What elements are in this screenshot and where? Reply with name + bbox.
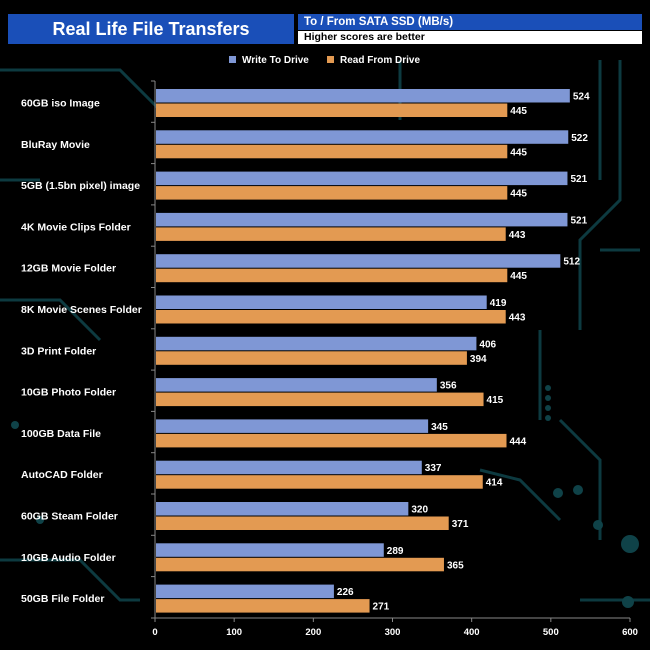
category-label: 60GB Steam Folder [21,511,118,523]
category-label: 12GB Movie Folder [21,263,116,275]
bar-write [156,130,569,144]
bar-write [156,460,422,475]
bar-write-value: 345 [431,422,448,433]
bar-write-value: 524 [573,92,590,103]
bar-read [156,144,508,159]
x-tick-label: 500 [543,627,559,638]
bar-write [156,171,568,186]
category-label: 4K Movie Clips Folder [21,221,131,233]
bar-read-value: 444 [510,436,527,447]
bar-read [156,310,506,324]
bar-write [156,336,477,351]
bar-write-value: 320 [411,505,428,516]
category-label: 8K Movie Scenes Folder [21,304,142,316]
bar-read-value: 445 [510,189,527,200]
bar-read-value: 445 [510,147,527,158]
bar-read [156,516,449,530]
bar-read [156,103,508,117]
bar-read [156,227,506,241]
bar-write [156,212,568,227]
bar-read-value: 445 [510,106,527,117]
bar-write [156,584,334,599]
bar-write-value: 356 [440,381,457,392]
bar-write [156,295,487,309]
title-divider [295,14,298,44]
bar-read-value: 443 [509,313,526,324]
legend-swatch-1 [327,56,334,63]
bar-read-value: 365 [447,560,464,571]
x-tick-label: 600 [622,627,638,638]
x-tick-label: 300 [385,627,401,638]
category-label: AutoCAD Folder [21,469,103,481]
category-label: 10GB Photo Folder [21,387,116,399]
x-tick-label: 400 [464,627,480,638]
bar-read-value: 415 [487,395,504,406]
bar-write-value: 289 [387,546,404,557]
bar-read [156,475,483,489]
category-label: BluRay Movie [21,139,90,151]
category-label: 3D Print Folder [21,345,96,357]
category-label: 5GB (1.5bn pixel) image [21,180,140,192]
category-label: 60GB iso Image [21,98,100,110]
bar-read-value: 445 [510,271,527,282]
bar-read [156,392,484,407]
bar-read-value: 443 [509,230,526,241]
bar-write [156,254,561,268]
bar-read [156,186,508,200]
x-tick-label: 100 [226,627,242,638]
bar-write-value: 512 [563,257,580,268]
bar-write-value: 226 [337,587,354,598]
bar-read-value: 271 [373,602,390,613]
bar-write [156,502,409,516]
legend-swatch-0 [229,56,236,63]
bar-read-value: 394 [470,354,487,365]
bar-write-value: 419 [490,298,507,309]
bar-write [156,89,570,103]
bar-write [156,543,384,557]
chart-subtitle: To / From SATA SSD (MB/s) [298,14,642,30]
category-label: 10GB Audio Folder [21,552,116,564]
bar-read [156,433,507,448]
x-tick-label: 200 [305,627,321,638]
chart-title: Real Life File Transfers [8,14,294,44]
legend-label-1: Read From Drive [340,55,420,66]
bar-write-value: 521 [570,215,587,226]
bar-write-value: 521 [570,174,587,185]
bar-write [156,378,437,392]
x-tick-label: 0 [152,627,157,638]
bar-read [156,268,508,283]
legend-label-0: Write To Drive [242,55,309,66]
bar-write-value: 337 [425,463,442,474]
bar-read [156,599,370,613]
category-label: 100GB Data File [21,428,101,440]
bar-read [156,557,444,572]
bar-read [156,351,467,365]
chart-note: Higher scores are better [298,31,642,44]
bar-read-value: 414 [486,478,503,489]
bar-write-value: 406 [479,339,496,350]
bar-write [156,419,429,433]
bar-read-value: 371 [452,519,469,530]
category-label: 50GB File Folder [21,593,104,605]
bar-write-value: 522 [571,133,588,144]
